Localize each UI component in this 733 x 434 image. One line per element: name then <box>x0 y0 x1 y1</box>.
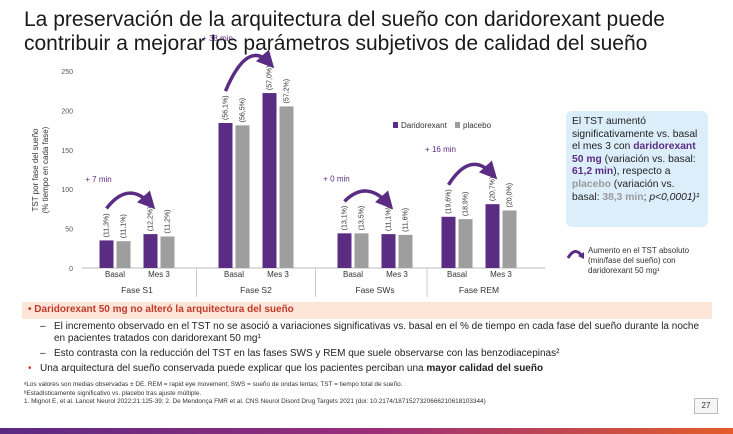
group-label: Fase SWs <box>355 285 394 295</box>
change-arrow <box>223 49 275 92</box>
tst-info-box: El TST aumentó significativamente vs. ba… <box>566 111 708 227</box>
bar-daridorexant <box>441 216 456 268</box>
footnotes: ᵃLos valores son medias observadas ± DE.… <box>24 381 714 407</box>
brand-bar <box>0 428 733 434</box>
info-line2a: (variación vs. basal: <box>604 153 696 165</box>
legend-label-daridorexant: Daridorexant <box>401 121 448 130</box>
data-label-placebo: (11,6%) <box>403 208 410 232</box>
bullet-2: Una arquitectura del sueño conservada pu… <box>28 363 712 376</box>
x-category-label: Mes 3 <box>148 270 170 279</box>
x-category-label: Mes 3 <box>386 270 408 279</box>
page-number: 27 <box>694 398 718 414</box>
x-category-label: Mes 3 <box>267 270 289 279</box>
footnote-3: 1. Mignot E, et al. Lancet Neurol 2022;2… <box>24 398 486 405</box>
bullet-2-text: Una arquitectura del sueño conservada pu… <box>40 363 424 374</box>
bar-placebo <box>458 219 473 268</box>
arrow-legend-text: Aumento en el TST absoluto (min/fase del… <box>588 246 690 275</box>
y-tick-label: 200 <box>61 108 73 115</box>
data-label-placebo: (13,5%) <box>359 206 366 231</box>
x-category-label: Basal <box>224 270 244 279</box>
bullet-headline-text: Daridorexant 50 mg no alteró la arquitec… <box>34 304 294 315</box>
data-label-daridorexant: (57,0%) <box>267 66 274 91</box>
data-label-daridorexant: (20,7%) <box>490 177 497 202</box>
legend-label-placebo: placebo <box>463 121 492 130</box>
bar-placebo <box>398 234 413 268</box>
info-drug: daridorexant 50 mg <box>572 141 696 165</box>
y-tick-label: 100 <box>61 187 73 194</box>
x-category-label: Mes 3 <box>490 270 512 279</box>
info-placebo-value: 38,3 min <box>602 191 644 203</box>
x-category-label: Basal <box>105 270 125 279</box>
bar-placebo <box>354 233 369 268</box>
sub-bullet-1: El incremento observado en el TST no se … <box>40 321 712 346</box>
bar-placebo <box>160 236 175 268</box>
key-points: • Daridorexant 50 mg no alteró la arquit… <box>22 302 712 376</box>
y-tick-label: 50 <box>65 227 73 234</box>
curved-arrow-icon <box>566 250 584 259</box>
sub-bullet-2: Esto contrasta con la reducción del TST … <box>40 348 712 361</box>
page-title: La preservación de la arquitectura del s… <box>24 8 665 55</box>
data-label-daridorexant: (19,6%) <box>446 189 453 214</box>
y-tick-label: 150 <box>61 148 73 155</box>
bar-daridorexant <box>381 234 396 268</box>
bar-daridorexant <box>143 234 158 268</box>
change-label: + 38 min <box>202 34 233 43</box>
change-arrow <box>447 160 498 186</box>
data-label-placebo: (18,9%) <box>463 192 470 217</box>
footnote-1: ᵃLos valores son medias observadas ± DE.… <box>24 381 403 388</box>
bar-placebo <box>279 106 294 269</box>
bar-daridorexant <box>99 240 114 268</box>
info-placebo: placebo <box>572 178 611 190</box>
y-tick-label: 0 <box>69 266 73 273</box>
bullet-headline: • Daridorexant 50 mg no alteró la arquit… <box>22 302 712 319</box>
data-label-placebo: (56,5%) <box>240 98 247 123</box>
y-tick-label: 250 <box>61 69 73 76</box>
tst-bar-chart: 0 50 100 150 200 250 TST por fase del sueño(% … <box>31 34 545 297</box>
x-category-label: Basal <box>343 270 363 279</box>
y-axis-title: TST por fase del sueño(% tiempo en cada … <box>31 126 50 213</box>
data-label-placebo: (20,0%) <box>507 183 514 208</box>
footnote-2: ᵇEstadísticamente significativo vs. plac… <box>24 389 202 397</box>
group-label: Fase S1 <box>121 285 153 295</box>
info-line3b: ; <box>643 191 647 203</box>
info-line2b: ), respecto a <box>613 166 671 178</box>
bar-daridorexant <box>218 123 233 269</box>
bar-daridorexant <box>485 204 500 268</box>
data-label-placebo: (11,2%) <box>165 209 172 233</box>
info-drug-value: 61,2 min <box>572 166 614 178</box>
bar-daridorexant <box>262 93 277 269</box>
change-label: + 16 min <box>425 145 456 154</box>
data-label-daridorexant: (13,1%) <box>342 206 349 231</box>
bullet-2-bold: mayor calidad del sueño <box>426 363 544 374</box>
x-category-label: Basal <box>447 270 467 279</box>
info-pvalue: p<0,0001)¹ <box>649 191 700 203</box>
legend-swatch-daridorexant <box>393 122 398 128</box>
data-label-daridorexant: (11,1%) <box>386 207 393 231</box>
legend-swatch-placebo <box>455 122 460 128</box>
change-arrow <box>105 190 156 210</box>
data-label-daridorexant: (11,3%) <box>104 213 111 237</box>
bar-placebo <box>502 210 517 268</box>
group-label: Fase REM <box>459 285 499 295</box>
data-label-daridorexant: (12,2%) <box>148 207 155 232</box>
change-label: + 7 min <box>85 175 111 184</box>
data-label-daridorexant: (56,1%) <box>223 95 230 120</box>
data-label-placebo: (11,1%) <box>121 214 128 238</box>
change-arrow <box>343 189 394 210</box>
data-label-placebo: (57,2%) <box>284 79 291 104</box>
group-label: Fase S2 <box>240 285 272 295</box>
bar-placebo <box>116 241 131 268</box>
info-line1: El TST aumentó significativamente vs. ba… <box>572 116 698 153</box>
change-label: + 0 min <box>323 174 349 183</box>
bar-daridorexant <box>337 233 352 268</box>
info-line3a: (variación vs. basal: <box>572 178 675 203</box>
bar-placebo <box>235 125 250 268</box>
